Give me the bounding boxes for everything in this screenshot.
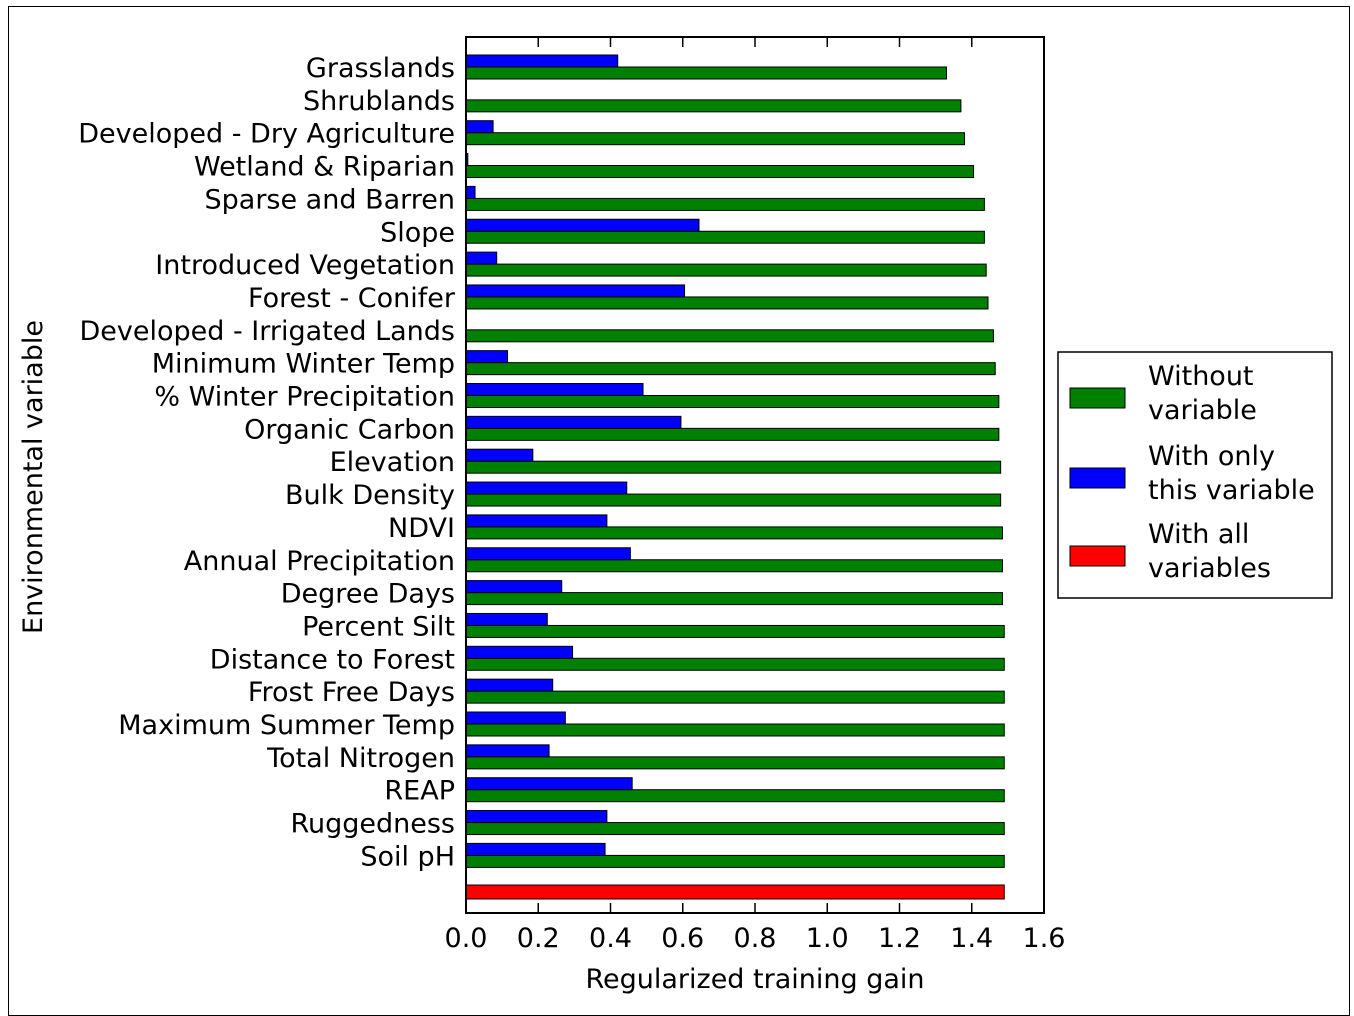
bar-without-variable <box>465 99 962 113</box>
category-label: Grasslands <box>306 53 455 84</box>
category-label: Minimum Winter Temp <box>152 349 455 380</box>
legend-swatch <box>1069 387 1126 409</box>
bar-with-only-variable <box>465 711 566 725</box>
bar-with-only-variable <box>465 350 509 364</box>
category-label: Wetland & Riparian <box>194 152 455 183</box>
bar-with-all-variables <box>465 884 1005 900</box>
category-label: % Winter Precipitation <box>154 382 455 413</box>
bar-with-only-variable <box>465 514 608 528</box>
bar-without-variable <box>465 460 1002 474</box>
bar-with-only-variable <box>465 383 644 396</box>
legend-label: Without <box>1148 361 1254 392</box>
legend-label: With only <box>1148 441 1275 472</box>
bar-without-variable <box>465 493 1002 507</box>
legend-label: With all <box>1148 519 1249 550</box>
bar-without-variable <box>465 789 1005 803</box>
category-label: NDVI <box>388 513 455 544</box>
legend-label: variables <box>1148 553 1271 584</box>
x-tick-label: 0.4 <box>589 923 632 954</box>
bar-with-only-variable <box>465 580 563 594</box>
bar-without-variable <box>465 756 1005 770</box>
category-label: Developed - Dry Agriculture <box>78 119 455 150</box>
bar-with-only-variable <box>465 284 686 298</box>
bar-with-only-variable <box>465 481 628 495</box>
category-label: Frost Free Days <box>248 677 455 708</box>
category-label: Introduced Vegetation <box>155 250 455 281</box>
x-tick-label: 0.6 <box>661 923 704 954</box>
x-tick-label: 0.0 <box>445 923 488 954</box>
category-label: Distance to Forest <box>210 644 455 675</box>
category-label: Ruggedness <box>290 809 455 840</box>
legend-label: this variable <box>1148 475 1315 506</box>
bar-without-variable <box>465 263 987 277</box>
x-tick-label: 1.6 <box>1023 923 1066 954</box>
bar-with-only-variable <box>465 612 548 626</box>
bar-with-only-variable <box>465 842 606 856</box>
bar-with-only-variable <box>465 448 534 462</box>
bar-without-variable <box>465 329 994 343</box>
x-tick-label: 1.4 <box>950 923 993 954</box>
bar-without-variable <box>465 230 985 244</box>
category-label: Developed - Irrigated Lands <box>79 316 455 347</box>
category-label: Elevation <box>330 447 455 478</box>
category-label: Percent Silt <box>302 611 455 642</box>
category-label: Forest - Conifer <box>248 283 456 314</box>
bar-without-variable <box>465 132 966 146</box>
category-label: Shrublands <box>303 86 455 117</box>
category-label: Soil pH <box>360 841 455 872</box>
category-label: Total Nitrogen <box>266 743 455 774</box>
bar-without-variable <box>465 559 1003 573</box>
bar-without-variable <box>465 427 1000 441</box>
bar-with-only-variable <box>465 185 476 199</box>
bar-with-only-variable <box>465 251 498 265</box>
bar-with-only-variable <box>465 415 682 429</box>
bar-with-only-variable <box>465 810 608 824</box>
y-axis-label: Environmental variable <box>18 320 49 634</box>
bar-with-only-variable <box>465 218 700 232</box>
bar-without-variable <box>465 690 1005 704</box>
bar-with-only-variable <box>465 645 574 659</box>
bars-layer <box>465 54 1005 900</box>
category-label: REAP <box>384 776 455 807</box>
category-label: Slope <box>380 217 455 248</box>
category-label: Annual Precipitation <box>184 546 455 577</box>
x-tick-label: 0.8 <box>734 923 777 954</box>
bar-without-variable <box>465 822 1005 836</box>
bar-with-only-variable <box>465 678 554 692</box>
bar-without-variable <box>465 526 1003 540</box>
category-label: Bulk Density <box>285 480 455 511</box>
x-axis-label: Regularized training gain <box>585 964 924 995</box>
x-tick-label: 0.2 <box>517 923 560 954</box>
bar-with-only-variable <box>465 120 494 134</box>
bar-without-variable <box>465 723 1005 737</box>
bar-without-variable <box>465 624 1005 638</box>
category-label: Degree Days <box>281 579 455 610</box>
x-tick-label: 1.2 <box>878 923 921 954</box>
x-tick-label: 1.0 <box>806 923 849 954</box>
bar-without-variable <box>465 197 985 211</box>
bar-with-only-variable <box>465 547 631 561</box>
legend-label: variable <box>1148 395 1257 426</box>
bar-with-only-variable <box>465 744 550 758</box>
bar-without-variable <box>465 854 1005 868</box>
legend-swatch <box>1069 545 1126 567</box>
bar-without-variable <box>465 66 947 80</box>
bar-without-variable <box>465 395 1000 408</box>
x-ticks: 0.0 0.2 0.4 0.6 0.8 1.0 1.2 1.4 1.6 <box>445 37 1066 954</box>
legend-swatch <box>1069 467 1126 489</box>
bar-with-only-variable <box>465 54 619 68</box>
category-label: Maximum Summer Temp <box>118 710 455 741</box>
category-label: Organic Carbon <box>244 414 455 445</box>
bar-without-variable <box>465 362 996 376</box>
bar-without-variable <box>465 165 975 179</box>
bar-without-variable <box>465 592 1003 606</box>
category-label: Sparse and Barren <box>205 184 456 215</box>
bar-without-variable <box>465 296 989 310</box>
bar-without-variable <box>465 657 1005 671</box>
bar-with-only-variable <box>465 777 633 791</box>
